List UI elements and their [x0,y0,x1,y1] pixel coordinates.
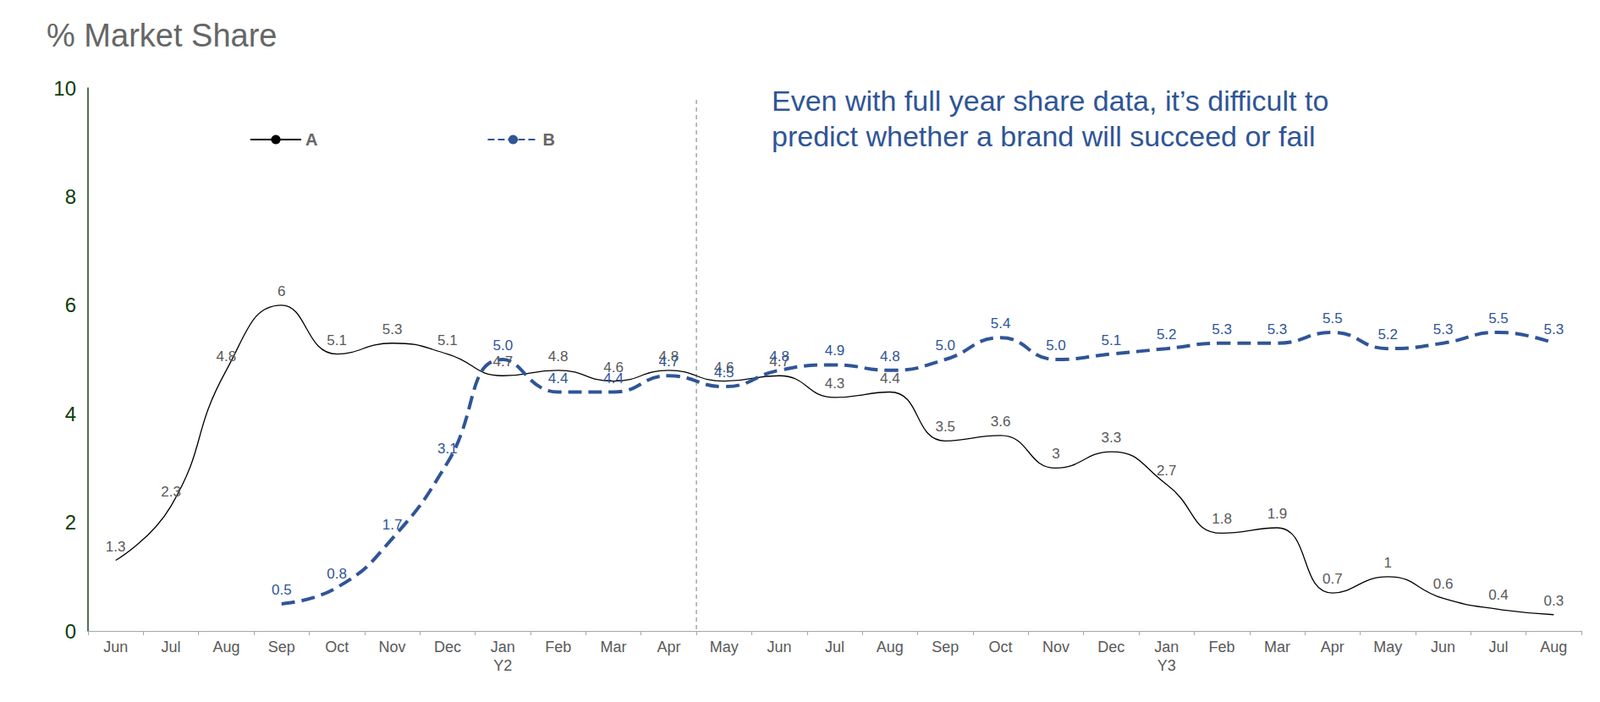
svg-text:5.3: 5.3 [1211,321,1232,338]
svg-text:Even with full year share data: Even with full year share data, it’s dif… [771,84,1329,117]
svg-text:0: 0 [65,620,77,644]
svg-text:1.8: 1.8 [1211,511,1232,528]
svg-text:3: 3 [1051,445,1060,462]
svg-text:4.8: 4.8 [879,348,901,365]
svg-text:1.9: 1.9 [1267,505,1288,523]
svg-text:8: 8 [65,185,77,209]
svg-text:May: May [709,638,739,656]
svg-text:4.8: 4.8 [216,348,237,365]
svg-text:Dec: Dec [1097,638,1125,656]
svg-text:0.5: 0.5 [271,582,292,599]
svg-text:Sep: Sep [931,638,959,656]
svg-text:% Market Share: % Market Share [46,17,277,54]
svg-text:6: 6 [277,283,286,300]
svg-text:3.5: 3.5 [934,418,956,435]
svg-text:Oct: Oct [989,638,1013,656]
svg-text:5.1: 5.1 [1101,332,1122,349]
svg-text:May: May [1373,638,1403,656]
svg-text:Jul: Jul [161,638,182,656]
svg-text:4.8: 4.8 [769,348,790,365]
svg-text:3.1: 3.1 [437,440,458,457]
svg-text:2: 2 [65,511,77,534]
svg-text:Jun: Jun [1430,638,1456,656]
svg-text:Jan: Jan [490,638,516,656]
svg-text:Aug: Aug [212,638,240,656]
svg-text:Aug: Aug [876,638,904,656]
svg-text:1.3: 1.3 [105,538,127,556]
svg-text:0.8: 0.8 [326,566,347,583]
svg-text:4.8: 4.8 [548,348,569,365]
svg-text:5.0: 5.0 [1045,337,1067,354]
svg-text:4.7: 4.7 [492,353,513,370]
svg-text:4.6: 4.6 [603,359,624,376]
svg-text:0.4: 0.4 [1488,587,1509,604]
svg-text:5.2: 5.2 [1377,326,1398,343]
svg-text:5.4: 5.4 [990,315,1012,332]
svg-text:3.6: 3.6 [990,413,1012,430]
svg-text:A: A [305,130,318,149]
svg-text:2.7: 2.7 [1156,462,1177,479]
svg-text:4.3: 4.3 [824,375,846,392]
svg-text:Dec: Dec [434,638,462,656]
svg-text:1: 1 [1383,555,1392,572]
svg-text:5.1: 5.1 [437,332,458,349]
svg-text:Aug: Aug [1539,638,1568,656]
svg-text:4: 4 [65,402,77,426]
svg-text:3.3: 3.3 [1101,429,1122,446]
svg-text:0.3: 0.3 [1543,593,1564,610]
svg-text:4.7: 4.7 [659,353,680,370]
svg-text:5.2: 5.2 [1156,326,1177,343]
svg-text:5.3: 5.3 [1433,321,1454,338]
svg-text:Y2: Y2 [493,657,512,675]
svg-text:4.5: 4.5 [714,364,735,381]
svg-text:Oct: Oct [324,638,349,656]
svg-text:4.4: 4.4 [603,370,624,387]
svg-text:0.7: 0.7 [1322,571,1343,588]
svg-text:5.3: 5.3 [382,321,403,338]
svg-text:1.7: 1.7 [382,516,403,534]
svg-text:5.5: 5.5 [1322,310,1343,327]
svg-text:Jul: Jul [1488,638,1508,656]
svg-text:Y3: Y3 [1157,657,1177,675]
svg-text:4.4: 4.4 [548,370,569,387]
svg-text:6: 6 [65,293,77,317]
svg-text:B: B [542,130,555,149]
svg-text:5.0: 5.0 [934,337,956,354]
svg-text:Mar: Mar [1264,638,1291,656]
svg-text:Jun: Jun [767,638,792,656]
svg-text:Jun: Jun [103,638,128,656]
svg-text:5.5: 5.5 [1488,310,1509,327]
svg-text:5.0: 5.0 [492,337,513,354]
svg-text:5.3: 5.3 [1267,321,1288,338]
svg-text:Nov: Nov [379,638,407,656]
svg-text:Apr: Apr [656,638,681,656]
svg-text:5.1: 5.1 [326,332,347,349]
svg-text:predict whether a brand will s: predict whether a brand will succeed or … [771,120,1316,153]
svg-text:10: 10 [53,76,77,100]
svg-text:0.6: 0.6 [1433,576,1454,593]
svg-text:Sep: Sep [268,638,296,656]
svg-text:Feb: Feb [1209,638,1236,656]
svg-text:Feb: Feb [544,638,572,656]
svg-text:2.3: 2.3 [160,483,182,501]
svg-text:4.4: 4.4 [879,370,901,387]
svg-text:Mar: Mar [600,638,627,656]
svg-text:Jan: Jan [1154,638,1179,656]
svg-text:Apr: Apr [1320,638,1345,656]
svg-text:Jul: Jul [824,638,845,656]
svg-text:4.9: 4.9 [824,342,846,359]
svg-text:Nov: Nov [1042,638,1070,656]
svg-text:5.3: 5.3 [1543,321,1564,338]
